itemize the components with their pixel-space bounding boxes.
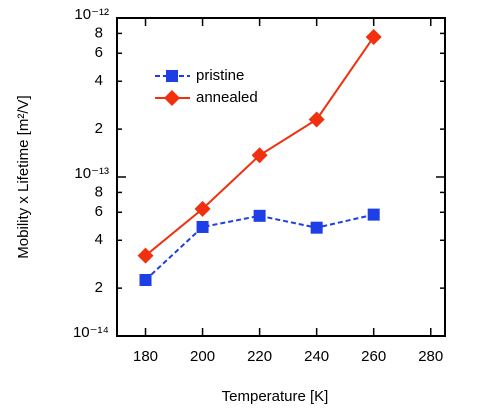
- x-tick-label: 280: [418, 348, 443, 365]
- y-tick-label: 10⁻¹³: [74, 165, 109, 182]
- series-line: [144, 213, 374, 281]
- y-tick-label: 6: [95, 44, 103, 61]
- marker: [310, 221, 323, 234]
- legend-label: annealed: [196, 89, 258, 106]
- y-tick-label: 10⁻¹²: [74, 6, 109, 23]
- legend-marker: [164, 90, 180, 106]
- y-tick-label: 2: [95, 279, 103, 296]
- y-tick-label: 8: [95, 183, 103, 200]
- x-tick-label: 260: [361, 348, 386, 365]
- x-axis-label: Temperature [K]: [222, 388, 329, 405]
- marker: [194, 200, 211, 217]
- plot-frame: [116, 17, 446, 337]
- marker: [308, 111, 325, 128]
- legend-label: pristine: [196, 67, 244, 84]
- y-tick-label: 2: [95, 120, 103, 137]
- marker: [253, 209, 266, 222]
- y-tick-label: 6: [95, 203, 103, 220]
- y-tick-label: 4: [95, 231, 103, 248]
- marker: [196, 220, 209, 233]
- marker: [251, 147, 268, 164]
- x-tick-label: 220: [247, 348, 272, 365]
- y-tick-label: 10⁻¹⁴: [73, 324, 109, 341]
- x-tick-label: 200: [190, 348, 215, 365]
- y-axis-label: Mobility x Lifetime [m²/V]: [15, 95, 32, 258]
- marker: [137, 247, 154, 264]
- y-tick-label: 4: [95, 72, 103, 89]
- legend-marker: [166, 70, 178, 82]
- marker: [139, 274, 152, 287]
- x-tick-label: 180: [133, 348, 158, 365]
- x-tick-label: 240: [304, 348, 329, 365]
- y-tick-label: 8: [95, 24, 103, 41]
- marker: [365, 28, 382, 45]
- marker: [367, 208, 380, 221]
